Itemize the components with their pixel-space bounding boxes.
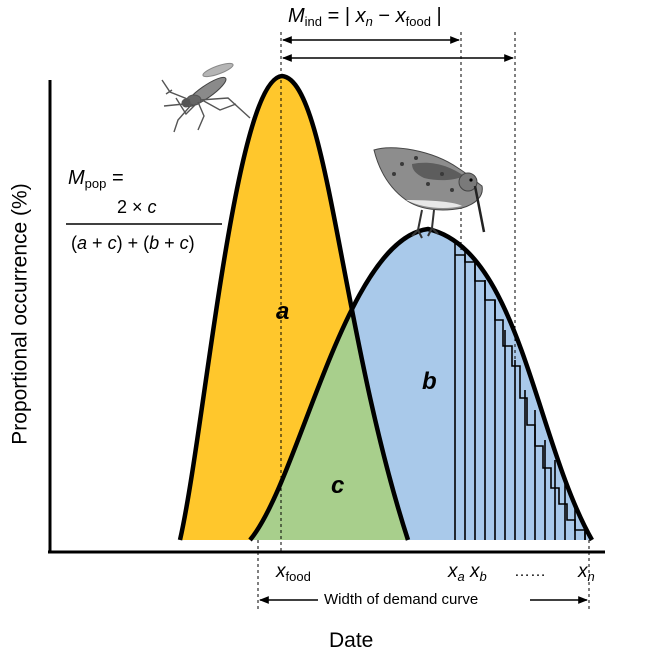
mpop-subscript: pop (84, 176, 107, 191)
mind-xn-subscript: n (365, 14, 373, 29)
den-plus1: + (92, 233, 103, 253)
den-open1: ( (71, 233, 77, 253)
den-c2: c (179, 233, 189, 253)
den-plus-mid: + (127, 233, 139, 253)
den-b: b (149, 233, 160, 253)
width-of-demand-label: Width of demand curve (324, 591, 479, 608)
mpop-numerator: 2 × c (117, 198, 157, 216)
demand-curve-outline (248, 226, 594, 542)
region-label-c: c (331, 472, 345, 499)
mind-formula: Mind = | xn − xfood | (288, 6, 442, 28)
x-ellipsis: …… (514, 563, 546, 580)
mosquito-icon (161, 62, 251, 133)
den-close1: ) (116, 233, 123, 253)
x-a-label: xa (448, 562, 465, 583)
mind-xfood-symbol: x (395, 5, 406, 27)
x-food-label: xfood (276, 562, 311, 583)
mind-equals-bar: = | (327, 5, 351, 27)
x-b-label: xb (470, 562, 487, 583)
x-a-subscript: a (457, 569, 465, 584)
region-label-b: b (422, 368, 437, 395)
resource-curve-outline (177, 73, 411, 541)
x-food-symbol: x (276, 561, 286, 582)
x-b-symbol: x (470, 561, 480, 582)
mpop-symbol: M (68, 167, 85, 189)
den-close2: ) (188, 233, 195, 253)
mind-xn-symbol: x (355, 5, 366, 27)
mind-symbol: M (288, 5, 305, 27)
overlap-region-fill (250, 229, 408, 540)
x-n-symbol: x (578, 561, 588, 582)
mpop-numerator-var: c (147, 197, 157, 217)
y-axis-label: Proportional occurrence (%) (8, 183, 32, 445)
mind-subscript: ind (304, 14, 323, 29)
x-axis-label: Date (329, 629, 374, 652)
demand-histogram (454, 240, 586, 540)
mind-minus: − (378, 5, 391, 27)
mpop-denominator: (a + c) + (b + c) (71, 234, 195, 252)
den-c1: c (107, 233, 117, 253)
mpop-numerator-prefix: 2 × (117, 197, 143, 217)
shorebird-icon (373, 147, 486, 239)
region-label-a: a (276, 298, 290, 325)
histogram-step-outline (455, 254, 586, 540)
mpop-label: Mpop = (68, 168, 124, 190)
den-open2: ( (143, 233, 150, 253)
x-b-subscript: b (479, 569, 487, 584)
x-n-subscript: n (587, 569, 595, 584)
mind-close-bar: | (436, 5, 442, 27)
x-food-subscript: food (285, 569, 311, 584)
mpop-equals: = (111, 167, 124, 189)
den-plus2: + (164, 233, 175, 253)
x-a-symbol: x (448, 561, 458, 582)
x-n-label: xn (578, 562, 595, 583)
mind-xfood-subscript: food (405, 14, 431, 29)
den-a: a (77, 233, 88, 253)
